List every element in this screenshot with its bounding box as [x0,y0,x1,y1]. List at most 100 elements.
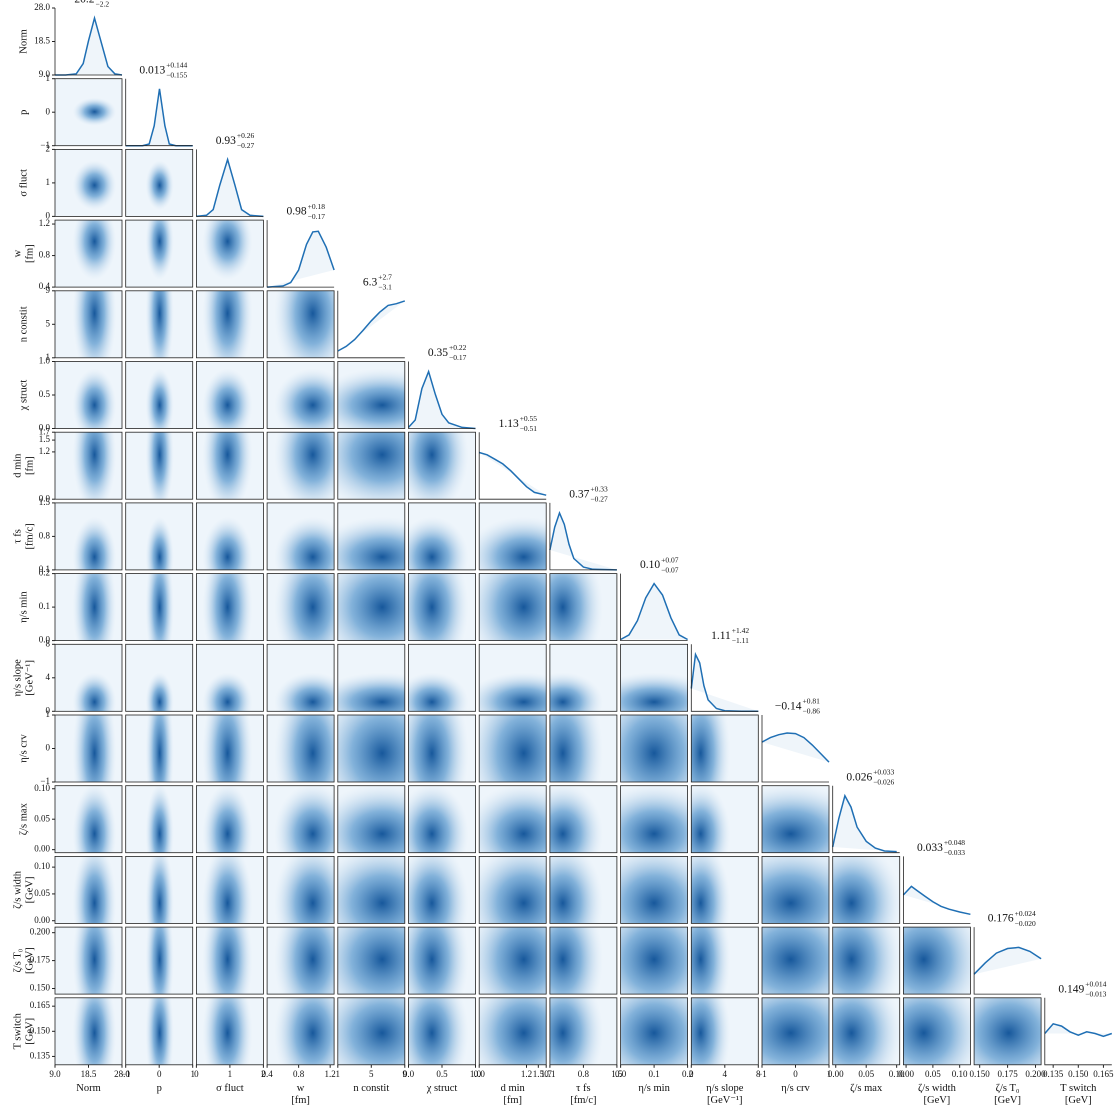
panel-frame [903,997,971,1066]
density-blob [145,516,174,570]
y-tick-label: 0.135 [30,1050,51,1060]
panel-frame [690,926,759,995]
density-blob [145,997,174,1065]
median-label: 0.35 [428,347,448,359]
density-blob [202,672,253,712]
panel-frame [478,714,547,783]
x-tick-label: 0.175 [997,1069,1018,1079]
lower-error: −0.033 [944,848,965,857]
y-tick-label: 0.00 [34,915,50,925]
x-axis-label: σ fluct [216,1083,244,1094]
density-blob [145,573,174,641]
panel-frame [620,785,688,854]
upper-error: +0.033 [873,767,894,776]
axis-spine [196,149,264,217]
panel-frame [54,431,123,500]
x-tick-label: 0.10 [889,1069,905,1079]
panel-frame [337,643,406,712]
panel-frame [549,714,618,783]
density-blob [337,785,405,853]
x-tick-label: 8 [756,1069,761,1079]
y-tick-label: 0.10 [34,861,50,871]
x-tick-label: 5 [369,1069,374,1079]
axis-spine [125,78,193,147]
y-tick-label: 0.0 [39,423,51,433]
y-tick-label: 9 [46,285,51,295]
panel-frame [195,219,264,288]
y-axis-label: η/s crv [18,733,29,762]
x-tick-label: 0 [157,1069,162,1079]
density-blob [479,715,547,782]
lower-error: −0.17 [308,212,326,221]
panel-frame [549,785,618,854]
y-axis-label: p [18,110,29,115]
density-blob [274,432,335,500]
density-blob [691,785,731,853]
panel-frame [478,573,547,641]
x-tick-label: 1 [827,1069,832,1079]
upper-error: +0.144 [166,60,187,69]
y-tick-label: 1.2 [39,218,50,228]
panel-frame [125,785,194,854]
x-tick-label: 0.0 [403,1069,415,1079]
panel-frame [337,573,406,641]
density-blob [72,516,117,570]
y-axis-label: χ struct [18,380,29,412]
density-blob [274,290,335,358]
x-axis-label: ζ/s width [918,1083,957,1094]
y-tick-label: 0 [46,743,51,753]
density-blob [408,715,469,782]
marginal-curve [620,582,688,641]
y-tick-label: 18.5 [34,36,50,46]
panel-frame [408,431,476,500]
x-axis-label: [GeV] [994,1095,1021,1106]
x-axis-label: Norm [76,1083,101,1094]
panel-frame [125,573,194,641]
density-blob [479,927,547,995]
density-blob [620,672,688,712]
axis-spine [337,290,405,359]
lower-error: −0.155 [166,70,187,79]
density-blob [479,573,547,641]
upper-error: +0.18 [308,202,326,211]
x-tick-label: 0.00 [828,1069,844,1079]
y-tick-label: 0.1 [39,564,50,574]
density-blob [202,290,253,358]
axis-spine [903,856,971,924]
y-tick-label: 0 [46,106,51,116]
density-blob [72,672,117,712]
density-blob [479,516,547,570]
panel-frame [478,856,547,924]
panel-frame [761,926,830,995]
y-tick-label: 8 [46,638,51,648]
x-tick-label: 9 [403,1069,408,1079]
panel-frame [478,785,547,854]
x-tick-label: 28.0 [114,1069,130,1079]
panel-frame [408,573,476,641]
panel-frame [408,714,476,783]
density-blob [202,516,253,570]
lower-error: −0.17 [449,353,467,362]
y-axis-label: n constit [18,306,29,342]
panel-frame [337,502,406,571]
density-blob [337,927,405,995]
x-axis-label: [fm] [291,1095,310,1106]
x-axis-label: ζ/s T₀ [996,1083,1020,1094]
y-tick-label: 1.5 [39,434,51,444]
panel-frame [761,856,830,924]
density-blob [274,927,335,995]
panel-frame [266,643,335,712]
density-blob [691,997,731,1065]
density-blob [72,220,117,280]
y-tick-label: 0.200 [30,927,51,937]
y-axis-label: σ fluct [18,169,29,197]
density-blob [145,290,174,358]
panel-frame [195,714,264,783]
y-axis-label: [fm/c] [24,523,35,549]
density-blob [274,715,335,782]
density-blob [337,432,405,500]
x-tick-label: 0.8 [578,1069,590,1079]
panel-frame [125,431,194,500]
x-tick-label: −1 [757,1069,767,1079]
